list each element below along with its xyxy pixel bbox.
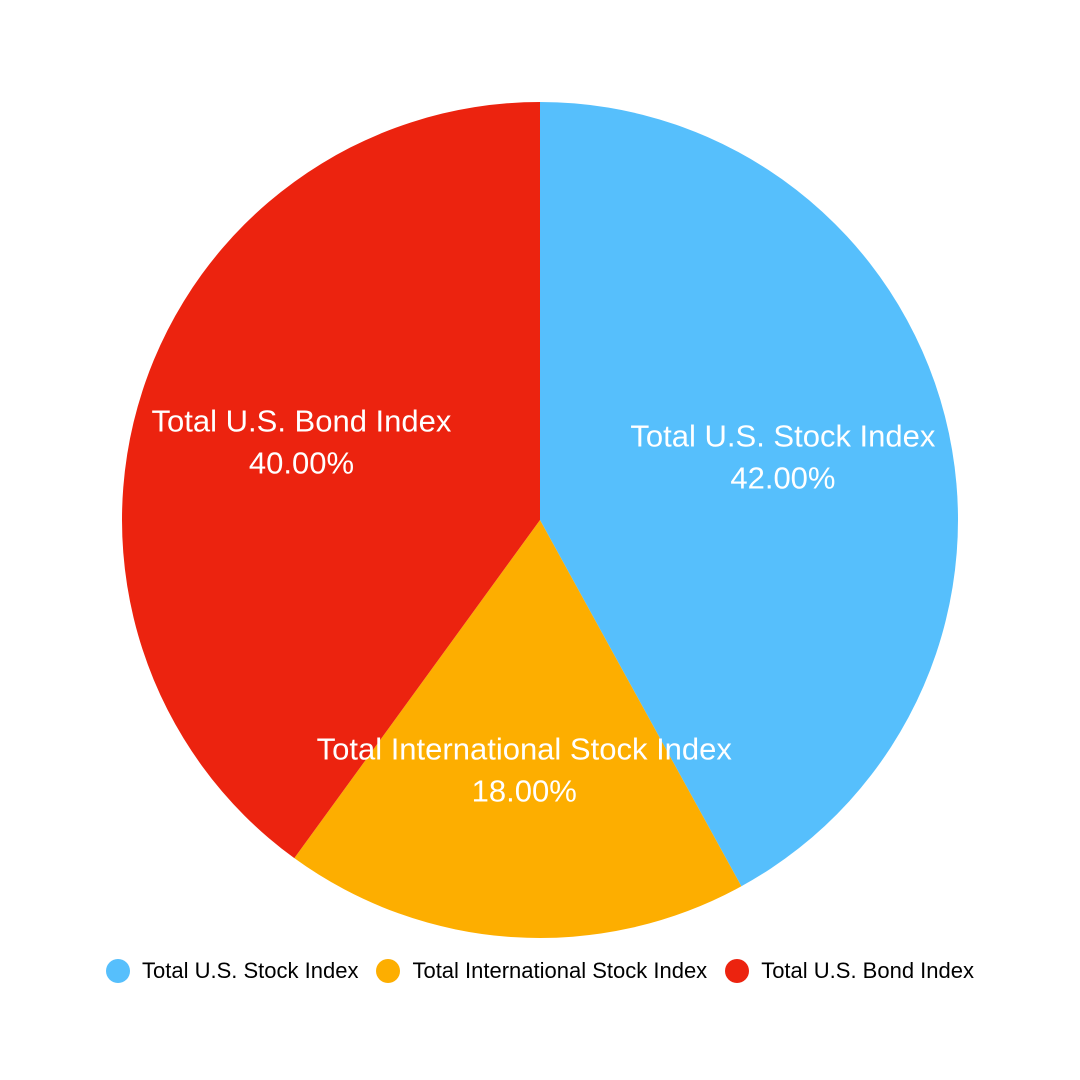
slice-value-total-international-stock-index: 18.00% [472,773,577,808]
legend-swatch-icon [376,959,401,983]
legend-label: Total U.S. Bond Index [761,958,974,983]
slice-value-total-u-s-bond-index: 40.00% [249,445,354,480]
slice-label-total-u-s-bond-index: Total U.S. Bond Index [152,403,452,438]
slice-value-total-u-s-stock-index: 42.00% [730,461,835,496]
slice-label-total-international-stock-index: Total International Stock Index [317,731,733,766]
legend-swatch-icon [106,959,131,983]
slices-layer [121,102,958,938]
pie-slice-total-u-s-bond-index[interactable] [121,102,541,859]
pie-slice-total-u-s-stock-index[interactable] [540,102,958,887]
legend-swatch-icon [725,959,750,983]
labels-layer: Total U.S. Stock Index 42.00% Total Intern… [152,403,936,808]
legend-item-total-u-s-bond-index[interactable]: Total U.S. Bond Index [725,958,974,984]
slice-label-total-u-s-stock-index: Total U.S. Stock Index [630,419,935,454]
legend-item-total-international-stock-index[interactable]: Total International Stock Index [376,958,707,984]
legend-label: Total U.S. Stock Index [142,958,359,983]
legend-label: Total International Stock Index [412,958,708,983]
legend: Total U.S. Stock Index Total Internationa… [0,951,1080,991]
pie-slice-total-international-stock-index[interactable] [294,520,742,938]
legend-item-total-u-s-stock-index[interactable]: Total U.S. Stock Index [106,958,358,984]
